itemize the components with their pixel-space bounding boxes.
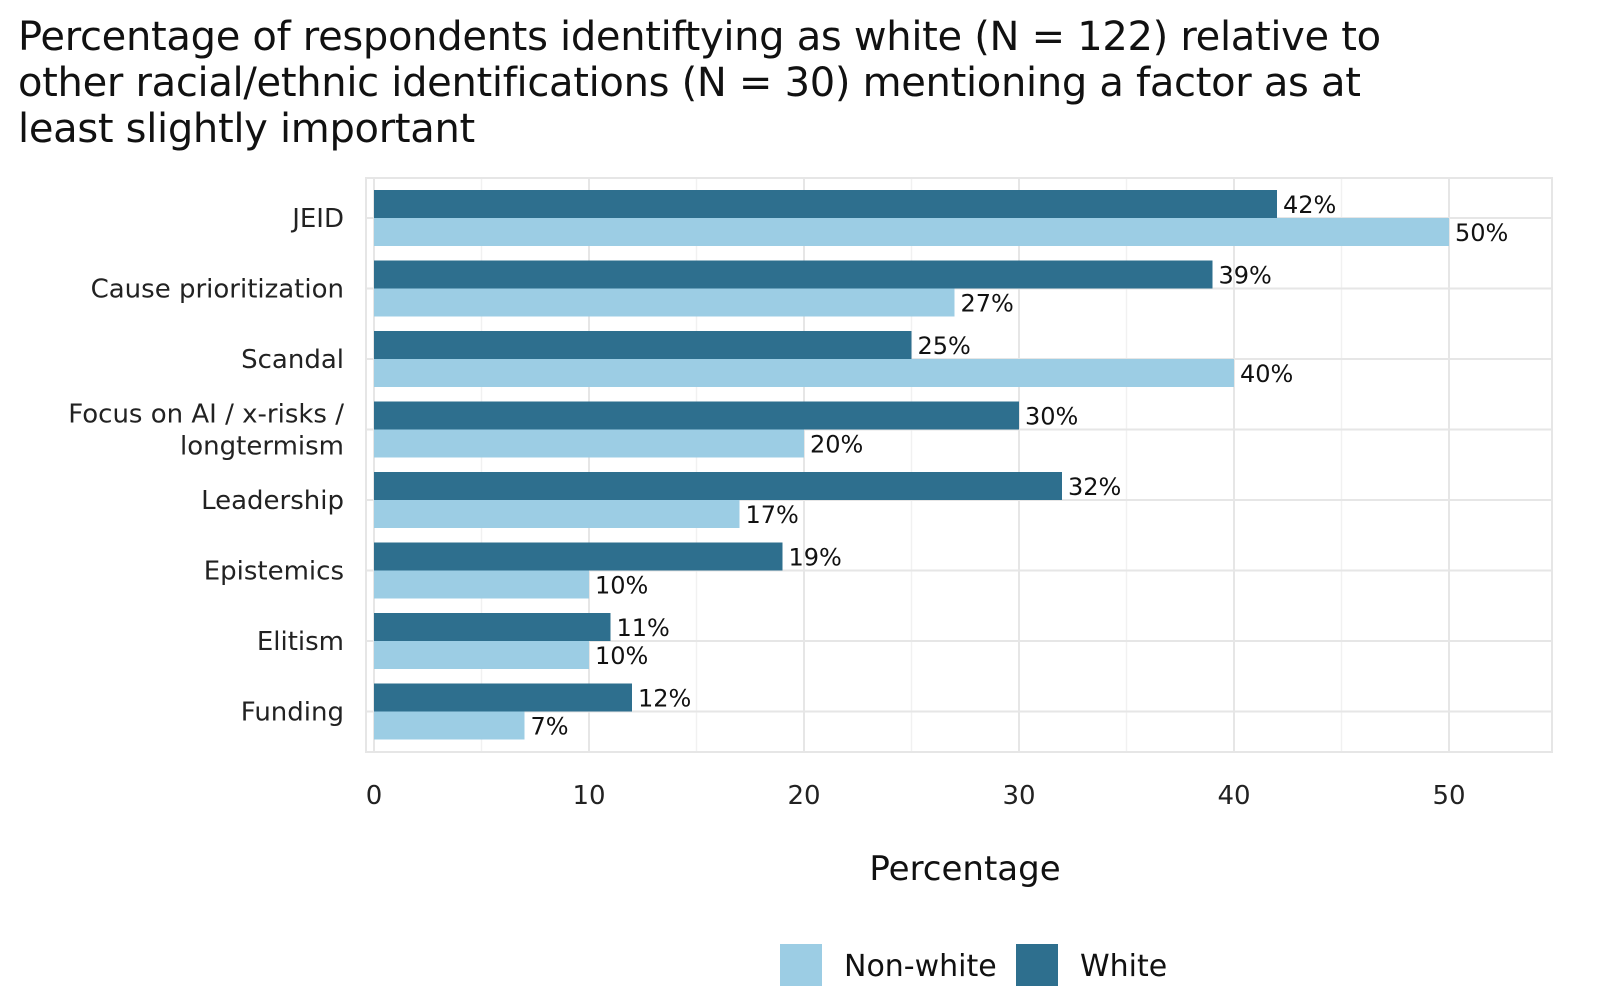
chart-title-line: Percentage of respondents identiftying a…: [18, 14, 1381, 60]
bar-non-white-8: [374, 711, 525, 740]
value-label: 50%: [1455, 219, 1508, 247]
bar-non-white-4: [374, 429, 804, 458]
category-labels: JEID Cause prioritization Scandal Focus on …: [68, 204, 344, 728]
value-label: 7%: [531, 713, 569, 741]
value-label: 12%: [638, 685, 691, 713]
x-tick-label: 10: [572, 781, 605, 811]
bar-white-7: [374, 613, 611, 641]
value-label: 10%: [595, 572, 648, 600]
category-label: Elitism: [257, 627, 344, 657]
bar-white-8: [374, 683, 632, 712]
legend: Non-white White: [780, 944, 1167, 986]
category-label: Cause prioritization: [91, 275, 344, 305]
value-label: 10%: [595, 642, 648, 670]
legend-swatch-non-white: [780, 944, 822, 986]
legend-label-white: White: [1080, 949, 1167, 984]
value-labels: 42%50%39%27%25%40%30%20%32%17%19%10%11%1…: [531, 191, 1509, 741]
category-label: JEID: [290, 204, 344, 234]
legend-swatch-white: [1016, 944, 1058, 986]
x-tick-label: 40: [1217, 781, 1250, 811]
legend-label-non-white: Non-white: [844, 949, 997, 984]
value-label: 32%: [1068, 473, 1121, 501]
category-label: Focus on AI / x-risks /: [68, 400, 344, 430]
bar-white-1: [374, 190, 1277, 218]
bar-white-6: [374, 542, 783, 571]
bar-white-2: [374, 260, 1213, 289]
bar-white-4: [374, 401, 1019, 430]
chart-title-line: least slightly important: [18, 106, 475, 152]
x-axis-ticks: 0 10 20 30 40 50: [366, 781, 1466, 811]
x-axis-title: Percentage: [869, 849, 1060, 889]
value-label: 27%: [961, 290, 1014, 318]
x-tick-label: 30: [1002, 781, 1035, 811]
value-label: 30%: [1025, 403, 1078, 431]
value-label: 19%: [789, 544, 842, 572]
value-label: 25%: [918, 332, 971, 360]
bars: [374, 190, 1449, 740]
bar-non-white-1: [374, 218, 1449, 246]
bar-non-white-7: [374, 641, 589, 669]
value-label: 20%: [810, 431, 863, 459]
category-label: Epistemics: [204, 557, 344, 587]
value-label: 11%: [617, 614, 670, 642]
x-tick-label: 50: [1432, 781, 1465, 811]
bar-non-white-6: [374, 570, 589, 599]
category-label: longtermism: [180, 432, 344, 462]
plot-border: [365, 177, 1553, 753]
category-label: Scandal: [241, 345, 344, 375]
chart-title-line: other racial/ethnic identifications (N =…: [18, 60, 1361, 106]
x-tick-label: 0: [366, 781, 383, 811]
category-label: Leadership: [201, 486, 344, 516]
bar-non-white-5: [374, 500, 740, 528]
bar-white-5: [374, 472, 1062, 500]
chart-title: Percentage of respondents identiftying a…: [18, 14, 1518, 152]
value-label: 17%: [746, 501, 799, 529]
value-label: 39%: [1219, 262, 1272, 290]
bar-non-white-2: [374, 288, 955, 317]
value-label: 42%: [1283, 191, 1336, 219]
bar-non-white-3: [374, 359, 1234, 387]
x-tick-label: 20: [787, 781, 820, 811]
value-label: 40%: [1240, 360, 1293, 388]
category-label: Funding: [241, 698, 344, 728]
bar-white-3: [374, 331, 912, 359]
